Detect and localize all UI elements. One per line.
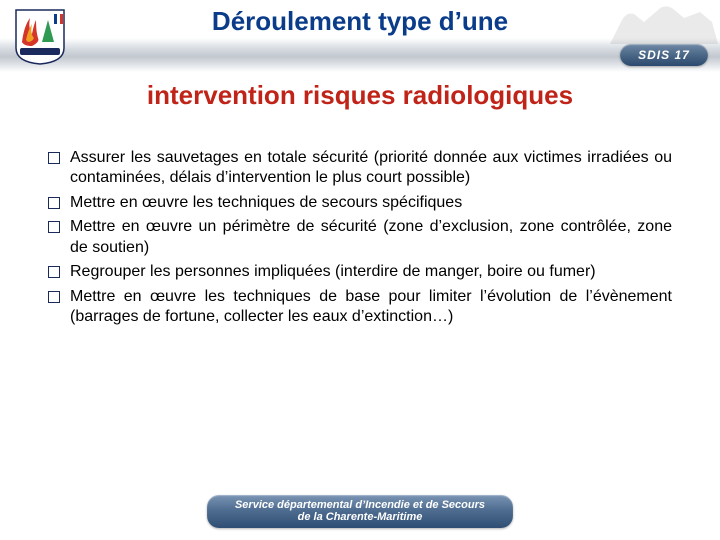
sdis-badge: SDIS 17 bbox=[620, 44, 708, 66]
list-item-text: Regrouper les personnes impliquées (inte… bbox=[70, 262, 672, 282]
square-bullet-icon bbox=[48, 221, 60, 233]
list-item-text: Mettre en œuvre les techniques de base p… bbox=[70, 287, 672, 328]
footer-pill: Service départemental d’Incendie et de S… bbox=[207, 495, 513, 528]
list-item: Regrouper les personnes impliquées (inte… bbox=[48, 262, 672, 282]
bullet-list: Assurer les sauvetages en totale sécurit… bbox=[48, 148, 672, 332]
square-bullet-icon bbox=[48, 266, 60, 278]
list-item-text: Mettre en œuvre les techniques de secour… bbox=[70, 193, 672, 213]
square-bullet-icon bbox=[48, 291, 60, 303]
square-bullet-icon bbox=[48, 197, 60, 209]
footer: Service départemental d’Incendie et de S… bbox=[0, 495, 720, 528]
list-item-text: Mettre en œuvre un périmètre de sécurité… bbox=[70, 217, 672, 258]
footer-line-1: Service départemental d’Incendie et de S… bbox=[235, 499, 485, 512]
sdis-badge-label: SDIS 17 bbox=[638, 48, 690, 62]
footer-line-2: de la Charente-Maritime bbox=[235, 511, 485, 524]
title-line-1: Déroulement type d’une bbox=[0, 6, 720, 37]
title-line-2: intervention risques radiologiques bbox=[0, 80, 720, 111]
list-item: Mettre en œuvre les techniques de base p… bbox=[48, 287, 672, 328]
list-item: Mettre en œuvre un périmètre de sécurité… bbox=[48, 217, 672, 258]
list-item: Mettre en œuvre les techniques de secour… bbox=[48, 193, 672, 213]
list-item-text: Assurer les sauvetages en totale sécurit… bbox=[70, 148, 672, 189]
square-bullet-icon bbox=[48, 152, 60, 164]
list-item: Assurer les sauvetages en totale sécurit… bbox=[48, 148, 672, 189]
